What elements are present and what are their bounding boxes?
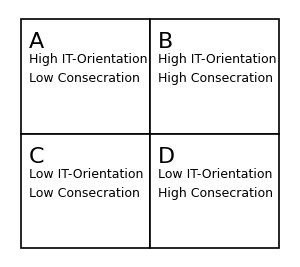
Text: C: C — [29, 147, 44, 167]
Text: Low IT-Orientation
High Consecration: Low IT-Orientation High Consecration — [158, 168, 273, 200]
Text: Low IT-Orientation
Low Consecration: Low IT-Orientation Low Consecration — [29, 168, 143, 200]
Text: D: D — [158, 147, 175, 167]
Text: B: B — [158, 33, 173, 53]
Text: A: A — [29, 33, 44, 53]
Text: High IT-Orientation
Low Consecration: High IT-Orientation Low Consecration — [29, 53, 147, 85]
Text: High IT-Orientation
High Consecration: High IT-Orientation High Consecration — [158, 53, 276, 85]
